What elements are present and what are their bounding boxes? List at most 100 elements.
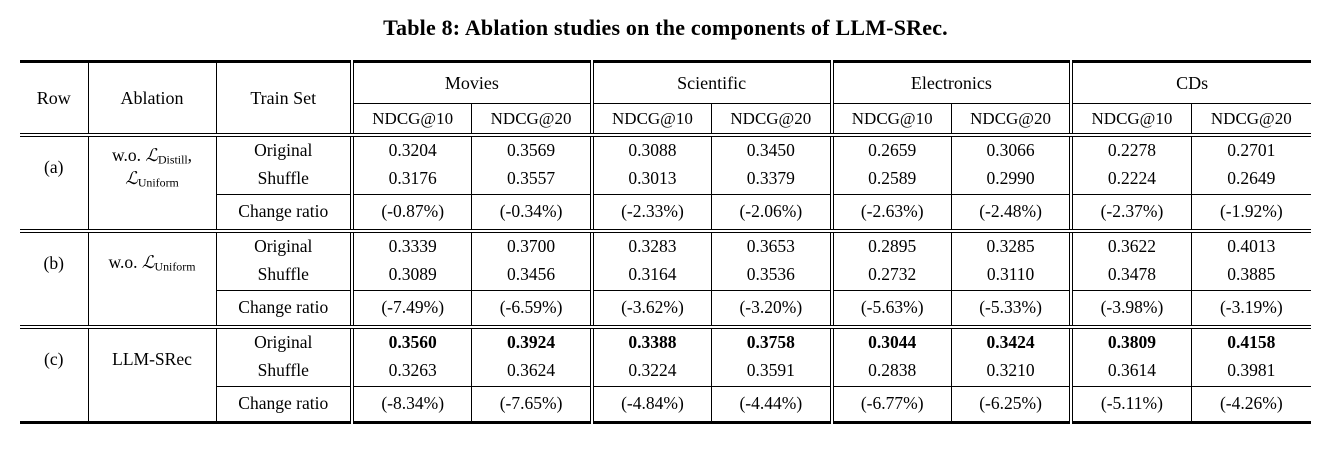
change-ratio-cell: (-2.63%) (829, 194, 952, 233)
change-ratio-cell: (-4.26%) (1190, 386, 1311, 423)
value-cell: 0.3013 (589, 164, 712, 195)
metric-header-scientific-ndcg20: NDCG@20 (711, 103, 832, 137)
value-cell: 0.3066 (950, 134, 1072, 165)
change-ratio-cell: (-2.06%) (711, 194, 832, 233)
value-cell: 0.3388 (589, 326, 712, 357)
value-cell: 0.3560 (350, 326, 472, 357)
value-cell: 0.3456 (471, 260, 592, 291)
value-cell: 0.3339 (350, 230, 472, 261)
change-ratio-cell: (-0.87%) (350, 194, 472, 233)
value-cell: 0.2732 (829, 260, 952, 291)
value-cell: 0.2224 (1069, 164, 1192, 195)
value-cell: 0.3283 (589, 230, 712, 261)
metric-header-movies-ndcg10: NDCG@10 (350, 103, 472, 137)
train-set-cell: Original (215, 230, 352, 261)
group-header-cds: CDs (1069, 61, 1311, 104)
change-ratio-cell: (-5.63%) (829, 290, 952, 329)
value-cell: 0.3809 (1069, 326, 1192, 357)
value-cell: 0.3557 (471, 164, 592, 195)
value-cell: 0.3622 (1069, 230, 1192, 261)
change-ratio-cell: (-8.34%) (350, 386, 472, 423)
value-cell: 0.3614 (1069, 356, 1192, 387)
train-set-cell: Shuffle (215, 164, 352, 195)
value-cell: 0.2589 (829, 164, 952, 195)
train-set-cell: Change ratio (215, 290, 352, 329)
ablation-label-line: LLM-SRec (112, 348, 192, 369)
change-ratio-cell: (-5.33%) (950, 290, 1072, 329)
value-cell: 0.2895 (829, 230, 952, 261)
ablation-label-line: w.o. ℒDistill, (111, 145, 193, 167)
change-ratio-cell: (-2.33%) (589, 194, 712, 233)
value-cell: 0.3624 (471, 356, 592, 387)
value-cell: 0.2659 (829, 134, 952, 165)
train-set-cell: Original (215, 326, 352, 357)
value-cell: 0.3424 (950, 326, 1072, 357)
col-header-train-set: Train Set (215, 61, 352, 137)
value-cell: 0.4013 (1190, 230, 1311, 261)
value-cell: 0.3450 (711, 134, 832, 165)
row-label-cell: (c) (44, 348, 64, 369)
value-cell: 0.3653 (711, 230, 832, 261)
change-ratio-cell: (-3.98%) (1069, 290, 1192, 329)
value-cell: 0.3089 (350, 260, 472, 291)
metric-header-cds-ndcg10: NDCG@10 (1069, 103, 1192, 137)
train-set-cell: Shuffle (215, 356, 352, 387)
col-header-row: Row (20, 61, 88, 137)
change-ratio-cell: (-3.20%) (711, 290, 832, 329)
row-label-cell: (a) (20, 134, 88, 233)
table-body: (a) w.o. ℒDistill, ℒUniform Original 0.3204 0… (20, 134, 1311, 423)
change-ratio-cell: (-5.11%) (1069, 386, 1192, 423)
change-ratio-cell: (-2.48%) (950, 194, 1072, 233)
change-ratio-cell: (-3.19%) (1190, 290, 1311, 329)
value-cell: 0.3700 (471, 230, 592, 261)
group-header-movies: Movies (350, 61, 592, 104)
value-cell: 0.2838 (829, 356, 952, 387)
ablation-table: Row Ablation Train Set Movies Scientific… (20, 60, 1311, 424)
value-cell: 0.3176 (350, 164, 472, 195)
change-ratio-cell: (-0.34%) (471, 194, 592, 233)
change-ratio-cell: (-3.62%) (589, 290, 712, 329)
value-cell: 0.3224 (589, 356, 712, 387)
value-cell: 0.4158 (1190, 326, 1311, 357)
value-cell: 0.3591 (711, 356, 832, 387)
metric-header-cds-ndcg20: NDCG@20 (1190, 103, 1311, 137)
value-cell: 0.3885 (1190, 260, 1311, 291)
train-set-cell: Change ratio (215, 386, 352, 423)
train-set-cell: Change ratio (215, 194, 352, 233)
ablation-label-line: w.o. ℒUniform (108, 252, 196, 274)
value-cell: 0.2990 (950, 164, 1072, 195)
change-ratio-cell: (-6.59%) (471, 290, 592, 329)
ablation-cell: LLM-SRec (87, 326, 216, 423)
value-cell: 0.3478 (1069, 260, 1192, 291)
value-cell: 0.3379 (711, 164, 832, 195)
value-cell: 0.3285 (950, 230, 1072, 261)
value-cell: 0.2701 (1190, 134, 1311, 165)
metric-header-electronics-ndcg10: NDCG@10 (829, 103, 952, 137)
train-set-cell: Shuffle (215, 260, 352, 291)
change-ratio-cell: (-7.65%) (471, 386, 592, 423)
metric-header-scientific-ndcg10: NDCG@10 (589, 103, 712, 137)
ablation-cell: w.o. ℒDistill, ℒUniform (87, 134, 216, 233)
change-ratio-cell: (-6.25%) (950, 386, 1072, 423)
metric-header-electronics-ndcg20: NDCG@20 (950, 103, 1072, 137)
row-label-cell: (b) (20, 230, 88, 329)
col-header-ablation: Ablation (87, 61, 216, 137)
value-cell: 0.3088 (589, 134, 712, 165)
value-cell: 0.3758 (711, 326, 832, 357)
change-ratio-cell: (-2.37%) (1069, 194, 1192, 233)
metric-header-movies-ndcg20: NDCG@20 (471, 103, 592, 137)
value-cell: 0.3263 (350, 356, 472, 387)
change-ratio-cell: (-1.92%) (1190, 194, 1311, 233)
value-cell: 0.2278 (1069, 134, 1192, 165)
change-ratio-cell: (-4.84%) (589, 386, 712, 423)
group-header-electronics: Electronics (829, 61, 1072, 104)
value-cell: 0.3210 (950, 356, 1072, 387)
value-cell: 0.3536 (711, 260, 832, 291)
change-ratio-cell: (-7.49%) (350, 290, 472, 329)
value-cell: 0.3110 (950, 260, 1072, 291)
train-set-cell: Original (215, 134, 352, 165)
ablation-label-line: ℒUniform (125, 167, 179, 190)
table-caption: Table 8: Ablation studies on the compone… (383, 15, 948, 40)
ablation-cell: w.o. ℒUniform (87, 230, 216, 329)
change-ratio-cell: (-6.77%) (829, 386, 952, 423)
